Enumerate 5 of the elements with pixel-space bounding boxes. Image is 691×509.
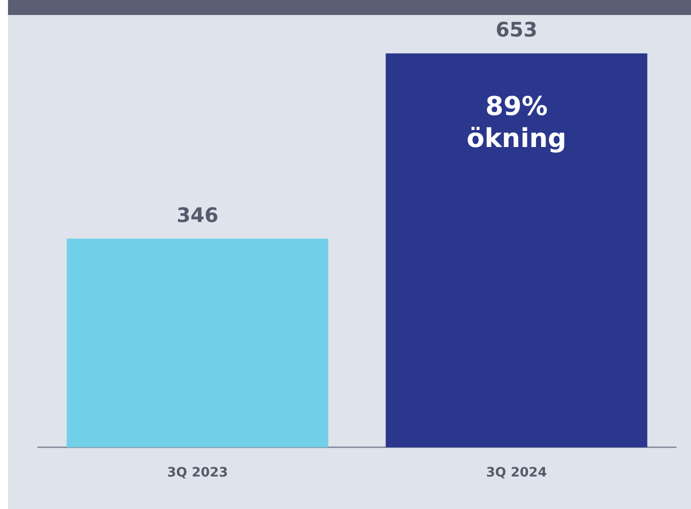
annotation: 89% ökning [466,92,566,154]
x-tick-label: 3Q 2024 [486,466,547,481]
data-label: 346 [176,202,218,227]
data-label: 653 [496,18,538,42]
x-tick-label: 3Q 2023 [167,466,228,481]
